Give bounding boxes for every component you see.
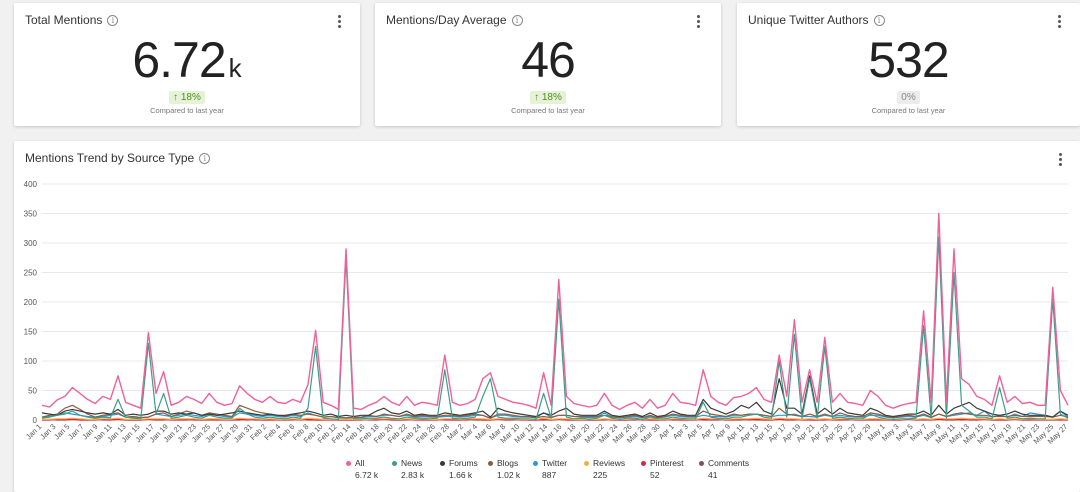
kpi-value-number: 532	[868, 32, 949, 88]
legend-total: 1.66 k	[449, 470, 473, 480]
more-options-icon[interactable]	[1054, 15, 1064, 30]
chart-title: Mentions Trend by Source Type i	[25, 151, 211, 165]
legend-dot-icon	[533, 460, 538, 466]
legend-name: Pinterest	[641, 458, 699, 468]
series-line-forums	[41, 375, 1069, 418]
legend-dot-icon	[488, 460, 493, 466]
chart-title-text: Mentions Trend by Source Type	[25, 151, 195, 165]
info-icon[interactable]: i	[873, 14, 885, 26]
info-icon[interactable]: i	[199, 152, 211, 164]
kpi-compare-text: Compared to last year	[511, 106, 585, 115]
y-tick-label: 250	[24, 269, 38, 278]
legend-total: 52	[650, 470, 660, 480]
mentions-trend-card: Mentions Trend by Source Type i 0 50 100 15…	[14, 141, 1080, 492]
series-line-blogs	[41, 404, 1069, 419]
info-icon[interactable]: i	[107, 14, 119, 26]
kpi-change-badge: 0%	[737, 87, 1080, 105]
kpi-compare-text: Compared to last year	[871, 106, 946, 115]
kpi-value: 532	[737, 31, 1080, 89]
legend-total: 887	[542, 470, 557, 480]
legend-item-news[interactable]: News 2.83 k	[392, 458, 440, 480]
kpi-title-text: Unique Twitter Authors	[748, 13, 869, 27]
legend-name: Comments	[699, 458, 759, 468]
kpi-change-badge: ↑ 18%	[375, 87, 721, 105]
legend-total: 6.72 k	[355, 470, 379, 480]
legend-item-pinterest[interactable]: Pinterest 52	[641, 458, 699, 480]
kpi-card-unique-twitter-authors: Unique Twitter Authors i 532 0% Compared…	[737, 3, 1080, 126]
kpi-value-number: 6.72	[132, 32, 226, 88]
legend-label: Reviews	[593, 458, 626, 468]
legend-total: 1.02 k	[497, 470, 521, 480]
kpi-change-text: 0%	[897, 91, 920, 104]
kpi-title: Mentions/Day Average i	[386, 13, 523, 27]
kpi-change-text: ↑ 18%	[169, 91, 205, 104]
legend-label: Blogs	[497, 458, 519, 468]
legend-total: 225	[593, 470, 608, 480]
legend-name: Twitter	[533, 458, 584, 468]
y-tick-label: 400	[24, 180, 38, 189]
series-line-all	[41, 212, 1069, 411]
y-tick-label: 0	[33, 416, 38, 425]
legend-label: Twitter	[542, 458, 568, 468]
y-tick-label: 300	[24, 239, 38, 248]
legend-dot-icon	[440, 460, 445, 466]
legend-item-comments[interactable]: Comments 41	[699, 458, 759, 480]
kpi-title: Unique Twitter Authors i	[748, 13, 885, 27]
kpi-title-text: Mentions/Day Average	[386, 13, 507, 27]
y-tick-label: 150	[24, 328, 38, 337]
more-options-icon[interactable]	[693, 15, 703, 30]
kpi-value: 46	[375, 31, 721, 89]
legend-total: 2.83 k	[401, 470, 425, 480]
legend-dot-icon	[699, 460, 704, 466]
more-options-icon[interactable]	[1055, 153, 1065, 168]
kpi-card-total-mentions: Total Mentions i 6.72 k ↑ 18% Compared to…	[14, 3, 360, 126]
legend-label: All	[355, 458, 365, 468]
kpi-title-text: Total Mentions	[25, 13, 103, 27]
kpi-value-number: 46	[521, 32, 576, 88]
legend-item-blogs[interactable]: Blogs 1.02 k	[488, 458, 533, 480]
legend-name: Blogs	[488, 458, 533, 468]
kpi-change-badge: ↑ 18%	[14, 87, 360, 105]
kpi-card-mentions-per-day: Mentions/Day Average i 46 ↑ 18% Compared…	[375, 3, 721, 126]
y-tick-label: 100	[24, 357, 38, 366]
legend-total: 41	[708, 470, 718, 480]
legend-name: All	[346, 458, 392, 468]
kpi-value: 6.72 k	[14, 31, 360, 89]
info-icon[interactable]: i	[511, 14, 523, 26]
kpi-title: Total Mentions i	[25, 13, 119, 27]
kpi-value-unit: k	[228, 53, 242, 83]
legend-dot-icon	[584, 460, 589, 466]
y-tick-label: 200	[24, 298, 38, 307]
legend-name: News	[392, 458, 440, 468]
legend-item-forums[interactable]: Forums 1.66 k	[440, 458, 488, 480]
legend-name: Forums	[440, 458, 488, 468]
chart-legend: All 6.72 k News 2.83 k Forums 1.66 k Blogs 1.02…	[346, 458, 759, 480]
legend-dot-icon	[346, 460, 351, 466]
legend-item-reviews[interactable]: Reviews 225	[584, 458, 641, 480]
legend-item-twitter[interactable]: Twitter 887	[533, 458, 584, 480]
more-options-icon[interactable]	[334, 15, 344, 30]
legend-name: Reviews	[584, 458, 641, 468]
legend-label: News	[401, 458, 423, 468]
legend-label: Pinterest	[650, 458, 684, 468]
legend-item-all[interactable]: All 6.72 k	[346, 458, 392, 480]
legend-dot-icon	[641, 460, 646, 466]
legend-label: Forums	[449, 458, 478, 468]
kpi-compare-text: Compared to last year	[150, 106, 224, 115]
series-line-news	[41, 236, 1069, 420]
y-tick-label: 50	[28, 387, 37, 396]
legend-label: Comments	[708, 458, 750, 468]
legend-dot-icon	[392, 460, 397, 466]
y-tick-label: 350	[24, 210, 38, 219]
kpi-change-text: ↑ 18%	[530, 91, 566, 104]
